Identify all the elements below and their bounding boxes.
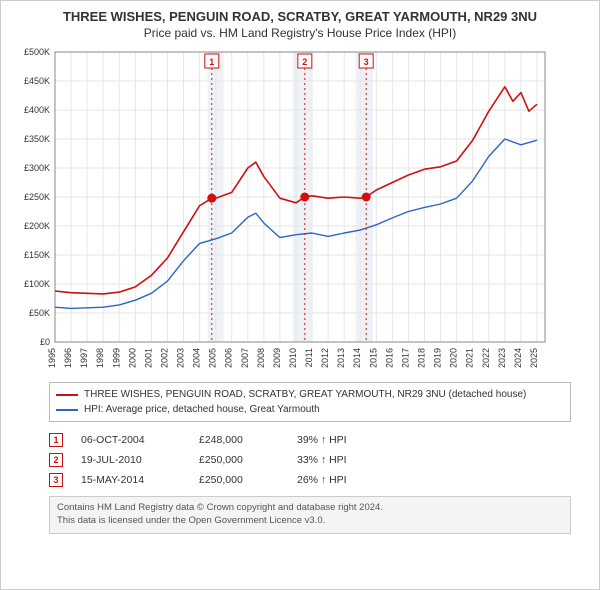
- sale-price: £250,000: [199, 474, 279, 486]
- chart-subtitle: Price paid vs. HM Land Registry's House …: [7, 26, 593, 40]
- x-tick-label: 2019: [433, 348, 443, 368]
- legend-swatch: [56, 409, 78, 411]
- x-tick-label: 2009: [272, 348, 282, 368]
- x-tick-label: 2021: [465, 348, 475, 368]
- x-tick-label: 1996: [63, 348, 73, 368]
- attribution-line1: Contains HM Land Registry data © Crown c…: [57, 502, 563, 515]
- x-tick-label: 2002: [159, 348, 169, 368]
- x-tick-label: 2025: [529, 348, 539, 368]
- sale-delta: 26% ↑ HPI: [297, 474, 377, 486]
- y-tick-label: £450K: [24, 76, 50, 86]
- x-tick-label: 2018: [417, 348, 427, 368]
- y-tick-label: £150K: [24, 250, 50, 260]
- x-tick-label: 2014: [352, 348, 362, 368]
- y-tick-label: £400K: [24, 105, 50, 115]
- x-tick-label: 2006: [224, 348, 234, 368]
- x-tick-label: 2008: [256, 348, 266, 368]
- sale-row: 1 06-OCT-2004 £248,000 39% ↑ HPI: [49, 430, 571, 450]
- sale-row-marker: 3: [49, 473, 63, 487]
- x-tick-label: 2011: [304, 348, 314, 367]
- y-tick-label: £50K: [29, 308, 50, 318]
- x-tick-label: 2004: [192, 348, 202, 368]
- y-tick-label: £350K: [24, 134, 50, 144]
- legend: THREE WISHES, PENGUIN ROAD, SCRATBY, GRE…: [49, 382, 571, 422]
- y-tick-label: £0: [40, 337, 50, 347]
- x-tick-label: 2007: [240, 348, 250, 368]
- x-tick-label: 2017: [400, 348, 410, 368]
- legend-item: THREE WISHES, PENGUIN ROAD, SCRATBY, GRE…: [56, 387, 564, 402]
- sale-date: 15-MAY-2014: [81, 474, 181, 486]
- x-tick-label: 2013: [336, 348, 346, 368]
- sale-price: £248,000: [199, 434, 279, 446]
- sale-row: 3 15-MAY-2014 £250,000 26% ↑ HPI: [49, 470, 571, 490]
- x-tick-label: 2010: [288, 348, 298, 368]
- sale-row-marker: 1: [49, 433, 63, 447]
- legend-swatch: [56, 394, 78, 396]
- y-tick-label: £500K: [24, 47, 50, 57]
- sale-price: £250,000: [199, 454, 279, 466]
- sale-delta: 39% ↑ HPI: [297, 434, 377, 446]
- x-tick-label: 2022: [481, 348, 491, 368]
- y-tick-label: £100K: [24, 279, 50, 289]
- sale-marker-2: 2: [302, 57, 307, 67]
- x-tick-label: 2024: [513, 348, 523, 368]
- line-chart-svg: £0 £50K £100K £150K £200K £250K £300K £350K £400…: [7, 46, 567, 376]
- y-tick-label: £250K: [24, 192, 50, 202]
- chart-title: THREE WISHES, PENGUIN ROAD, SCRATBY, GRE…: [7, 9, 593, 24]
- x-tick-label: 1995: [47, 348, 57, 368]
- x-tick-label: 1998: [95, 348, 105, 368]
- chart-card: THREE WISHES, PENGUIN ROAD, SCRATBY, GRE…: [0, 0, 600, 590]
- x-tick-label: 1997: [79, 348, 89, 368]
- attribution-line2: This data is licensed under the Open Gov…: [57, 515, 563, 528]
- legend-item: HPI: Average price, detached house, Grea…: [56, 402, 564, 417]
- x-tick-label: 1999: [111, 348, 121, 368]
- x-tick-label: 2000: [127, 348, 137, 368]
- x-tick-label: 2023: [497, 348, 507, 368]
- y-tick-label: £200K: [24, 221, 50, 231]
- x-tick-label: 2003: [176, 348, 186, 368]
- legend-label: HPI: Average price, detached house, Grea…: [84, 402, 320, 417]
- sale-delta: 33% ↑ HPI: [297, 454, 377, 466]
- attribution-box: Contains HM Land Registry data © Crown c…: [49, 496, 571, 534]
- x-tick-label: 2001: [143, 348, 153, 368]
- sale-row: 2 19-JUL-2010 £250,000 33% ↑ HPI: [49, 450, 571, 470]
- x-tick-label: 2016: [384, 348, 394, 368]
- legend-label: THREE WISHES, PENGUIN ROAD, SCRATBY, GRE…: [84, 387, 526, 402]
- sale-marker-1: 1: [209, 57, 214, 67]
- chart-area: £0 £50K £100K £150K £200K £250K £300K £350K £400…: [7, 46, 593, 376]
- sale-marker-3: 3: [364, 57, 369, 67]
- sale-row-marker: 2: [49, 453, 63, 467]
- sale-date: 06-OCT-2004: [81, 434, 181, 446]
- x-tick-label: 2005: [208, 348, 218, 368]
- sale-date: 19-JUL-2010: [81, 454, 181, 466]
- y-tick-label: £300K: [24, 163, 50, 173]
- x-tick-label: 2020: [449, 348, 459, 368]
- x-tick-label: 2012: [320, 348, 330, 368]
- sales-table: 1 06-OCT-2004 £248,000 39% ↑ HPI 2 19-JUL-201…: [49, 430, 571, 490]
- x-tick-label: 2015: [368, 348, 378, 368]
